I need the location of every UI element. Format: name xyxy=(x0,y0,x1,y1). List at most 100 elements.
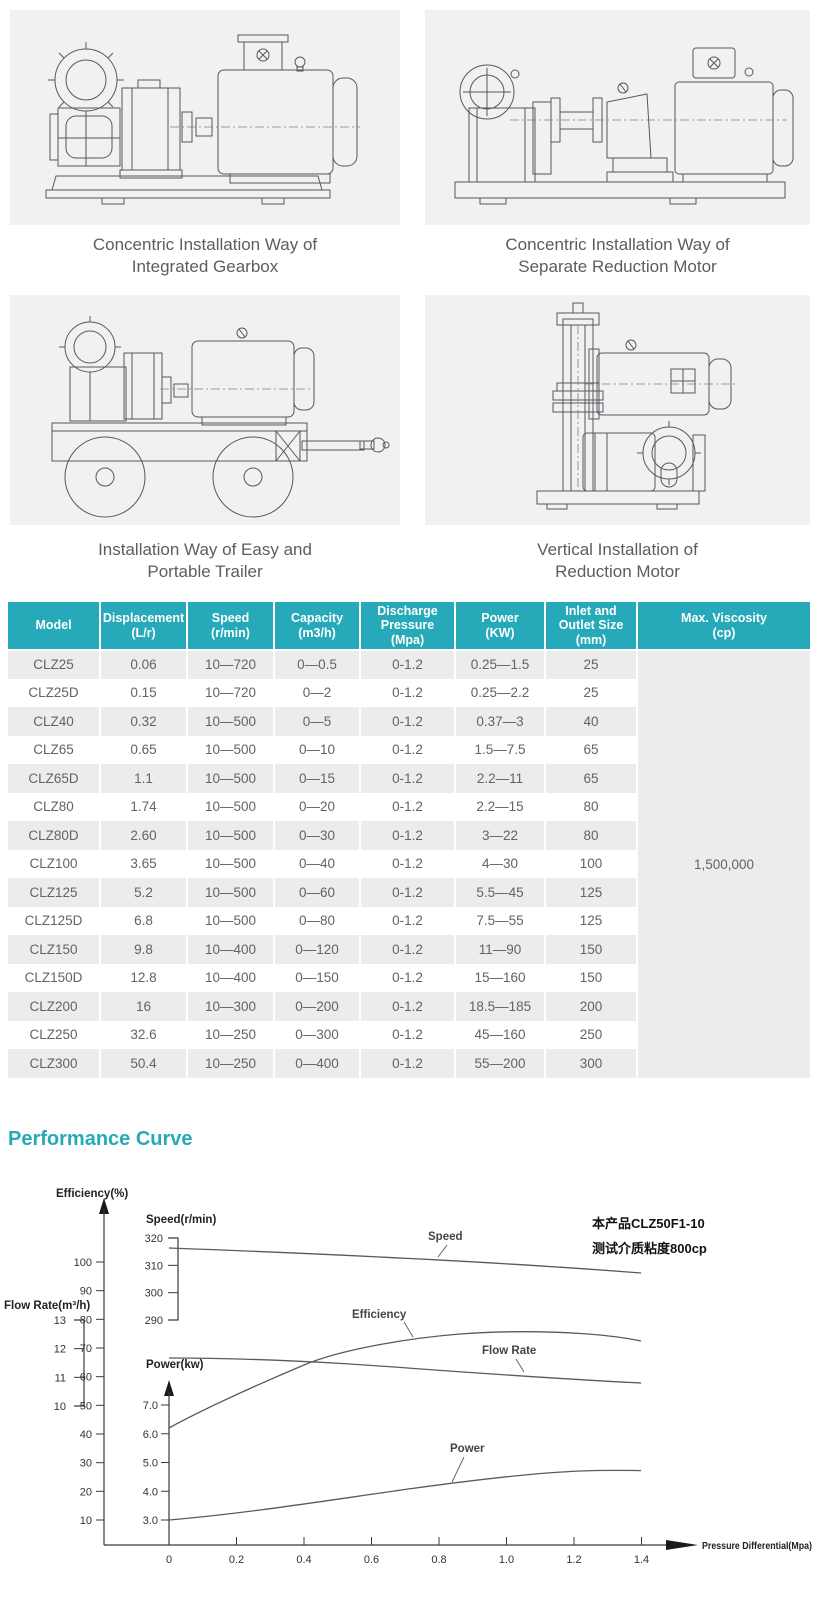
table-row: CLZ250 32.6 10—250 0—300 0-1.2 45—160 250 xyxy=(8,1020,810,1049)
table-row: CLZ200 16 10—300 0—200 0-1.2 18.5—185 200 xyxy=(8,992,810,1021)
speed-curve xyxy=(168,1247,642,1274)
table-cell: 0-1.2 xyxy=(359,650,455,679)
table-cell: 5.2 xyxy=(99,878,187,907)
x-axis-label: Pressure Differential(Mpa) xyxy=(702,1541,812,1552)
table-cell: 0—80 xyxy=(273,906,360,935)
table-cell: 6.8 xyxy=(99,906,187,935)
table-cell: CLZ100 xyxy=(8,849,100,878)
table-cell: CLZ40 xyxy=(8,707,100,736)
axis-tick-label: 5.0 xyxy=(143,1458,158,1470)
table-cell: 0—400 xyxy=(273,1049,360,1078)
table-cell: 250 xyxy=(544,1020,637,1049)
table-cell: 0—200 xyxy=(273,992,360,1021)
table-cell: CLZ65 xyxy=(8,735,100,764)
table-row: CLZ25D 0.15 10—720 0—2 0-1.2 0.25—2.2 25 xyxy=(8,678,810,707)
table-cell: CLZ65D xyxy=(8,764,100,793)
axis-tick-label: 20 xyxy=(80,1486,92,1498)
table-row: CLZ125D 6.8 10—500 0—80 0-1.2 7.5—55 125 xyxy=(8,906,810,935)
axis-tick-label: 1.0 xyxy=(499,1554,514,1566)
speed-curve-label: Speed xyxy=(428,1231,463,1243)
axis-tick-label: 80 xyxy=(80,1314,92,1326)
table-cell: 0-1.2 xyxy=(359,878,455,907)
axis-tick-label: 4.0 xyxy=(143,1486,158,1498)
axis-tick-label: 3.0 xyxy=(143,1515,158,1527)
table-cell: 0.25—1.5 xyxy=(454,650,545,679)
table-cell: 0—0.5 xyxy=(273,650,360,679)
axis-tick-label: 50 xyxy=(80,1400,92,1412)
table-cell: 25 xyxy=(544,678,637,707)
axis-tick-label: 13 xyxy=(54,1315,66,1327)
table-cell: 0-1.2 xyxy=(359,1020,455,1049)
table-cell: 0.25—2.2 xyxy=(454,678,545,707)
column-header: Power (KW) xyxy=(454,602,545,651)
separate-reduction-motor-drawing xyxy=(454,47,794,205)
vertical-reduction-motor-drawing xyxy=(536,302,737,510)
table-cell: CLZ25 xyxy=(8,650,100,679)
axis-tick-label: 310 xyxy=(145,1260,163,1272)
efficiency-axis-arrow xyxy=(99,1198,109,1214)
performance-curve-chart: Efficiency(%) Pressure Differential(Mpa)… xyxy=(4,1188,812,1566)
flow-rate-curve xyxy=(168,1357,642,1384)
table-cell: 0-1.2 xyxy=(359,906,455,935)
table-cell: 0-1.2 xyxy=(359,992,455,1021)
table-cell: 10—500 xyxy=(186,821,274,850)
table-row: CLZ150D 12.8 10—400 0—150 0-1.2 15—160 150 xyxy=(8,963,810,992)
table-cell: 1.1 xyxy=(99,764,187,793)
column-header: Speed (r/min) xyxy=(186,602,274,651)
efficiency-curve-label: Efficiency xyxy=(352,1309,407,1321)
axis-tick-label: 10 xyxy=(54,1401,66,1413)
header-row: Model Displacement (L/r) Speed (r/min) Capa… xyxy=(8,602,810,651)
caption-portable-trailer: Installation Way of Easy and Portable Tra… xyxy=(98,540,312,582)
table-cell: 3—22 xyxy=(454,821,545,850)
table-cell: 10—500 xyxy=(186,707,274,736)
table-cell: 7.5—55 xyxy=(454,906,545,935)
table-row: CLZ65 0.65 10—500 0—10 0-1.2 1.5—7.5 65 xyxy=(8,735,810,764)
table-cell: 10—500 xyxy=(186,735,274,764)
table-cell: 32.6 xyxy=(99,1020,187,1049)
table-row: CLZ25 0.06 10—720 0—0.5 0-1.2 0.25—1.5 25 1,500… xyxy=(8,650,810,1078)
axis-tick-label: 0 xyxy=(166,1554,172,1566)
table-cell: CLZ300 xyxy=(8,1049,100,1078)
axis-tick-label: 12 xyxy=(54,1344,66,1356)
table-cell: 65 xyxy=(544,764,637,793)
caption-separate-reduction-motor: Concentric Installation Way of Separate R… xyxy=(505,235,730,277)
table-cell: CLZ200 xyxy=(8,992,100,1021)
table-cell: 1.5—7.5 xyxy=(454,735,545,764)
axis-tick-label: 6.0 xyxy=(143,1429,158,1441)
table-cell: 150 xyxy=(544,935,637,964)
efficiency-curve xyxy=(168,1331,642,1429)
axis-tick-label: 30 xyxy=(80,1458,92,1470)
table-cell: 10—400 xyxy=(186,935,274,964)
spec-table-head: Model Displacement (L/r) Speed (r/min) Capa… xyxy=(8,602,810,651)
table-row: CLZ125 5.2 10—500 0—60 0-1.2 5.5—45 125 xyxy=(8,878,810,907)
table-cell: 3.65 xyxy=(99,849,187,878)
panel-vertical-reduction-motor xyxy=(425,295,810,525)
table-cell: 0—40 xyxy=(273,849,360,878)
portable-trailer-drawing xyxy=(51,316,390,518)
table-cell: 9.8 xyxy=(99,935,187,964)
table-row: CLZ80D 2.60 10—500 0—30 0-1.2 3—22 80 xyxy=(8,821,810,850)
integrated-gearbox-drawing xyxy=(45,34,360,205)
axis-tick-label: 90 xyxy=(80,1286,92,1298)
table-cell: 25 xyxy=(544,650,637,679)
table-cell: 2.2—15 xyxy=(454,792,545,821)
performance-curve-title: Performance Curve xyxy=(8,1128,193,1150)
table-cell: 10—500 xyxy=(186,764,274,793)
caption-integrated-gearbox: Concentric Installation Way of Integrated… xyxy=(92,235,318,277)
table-cell: 65 xyxy=(544,735,637,764)
table-cell: 0—15 xyxy=(273,764,360,793)
table-cell: 0.37—3 xyxy=(454,707,545,736)
efficiency-axis-label: Efficiency(%) xyxy=(56,1188,128,1200)
table-cell: 10—500 xyxy=(186,792,274,821)
column-header: Inlet and Outlet Size (mm) xyxy=(544,602,637,651)
table-cell: CLZ125D xyxy=(8,906,100,935)
table-cell: 40 xyxy=(544,707,637,736)
axis-tick-label: 1.2 xyxy=(566,1554,581,1566)
table-cell: 0.32 xyxy=(99,707,187,736)
speed-axis-label: Speed(r/min) xyxy=(146,1214,216,1226)
table-cell: 10—500 xyxy=(186,849,274,878)
table-cell: 45—160 xyxy=(454,1020,545,1049)
table-cell: 0.15 xyxy=(99,678,187,707)
table-cell: 0—60 xyxy=(273,878,360,907)
